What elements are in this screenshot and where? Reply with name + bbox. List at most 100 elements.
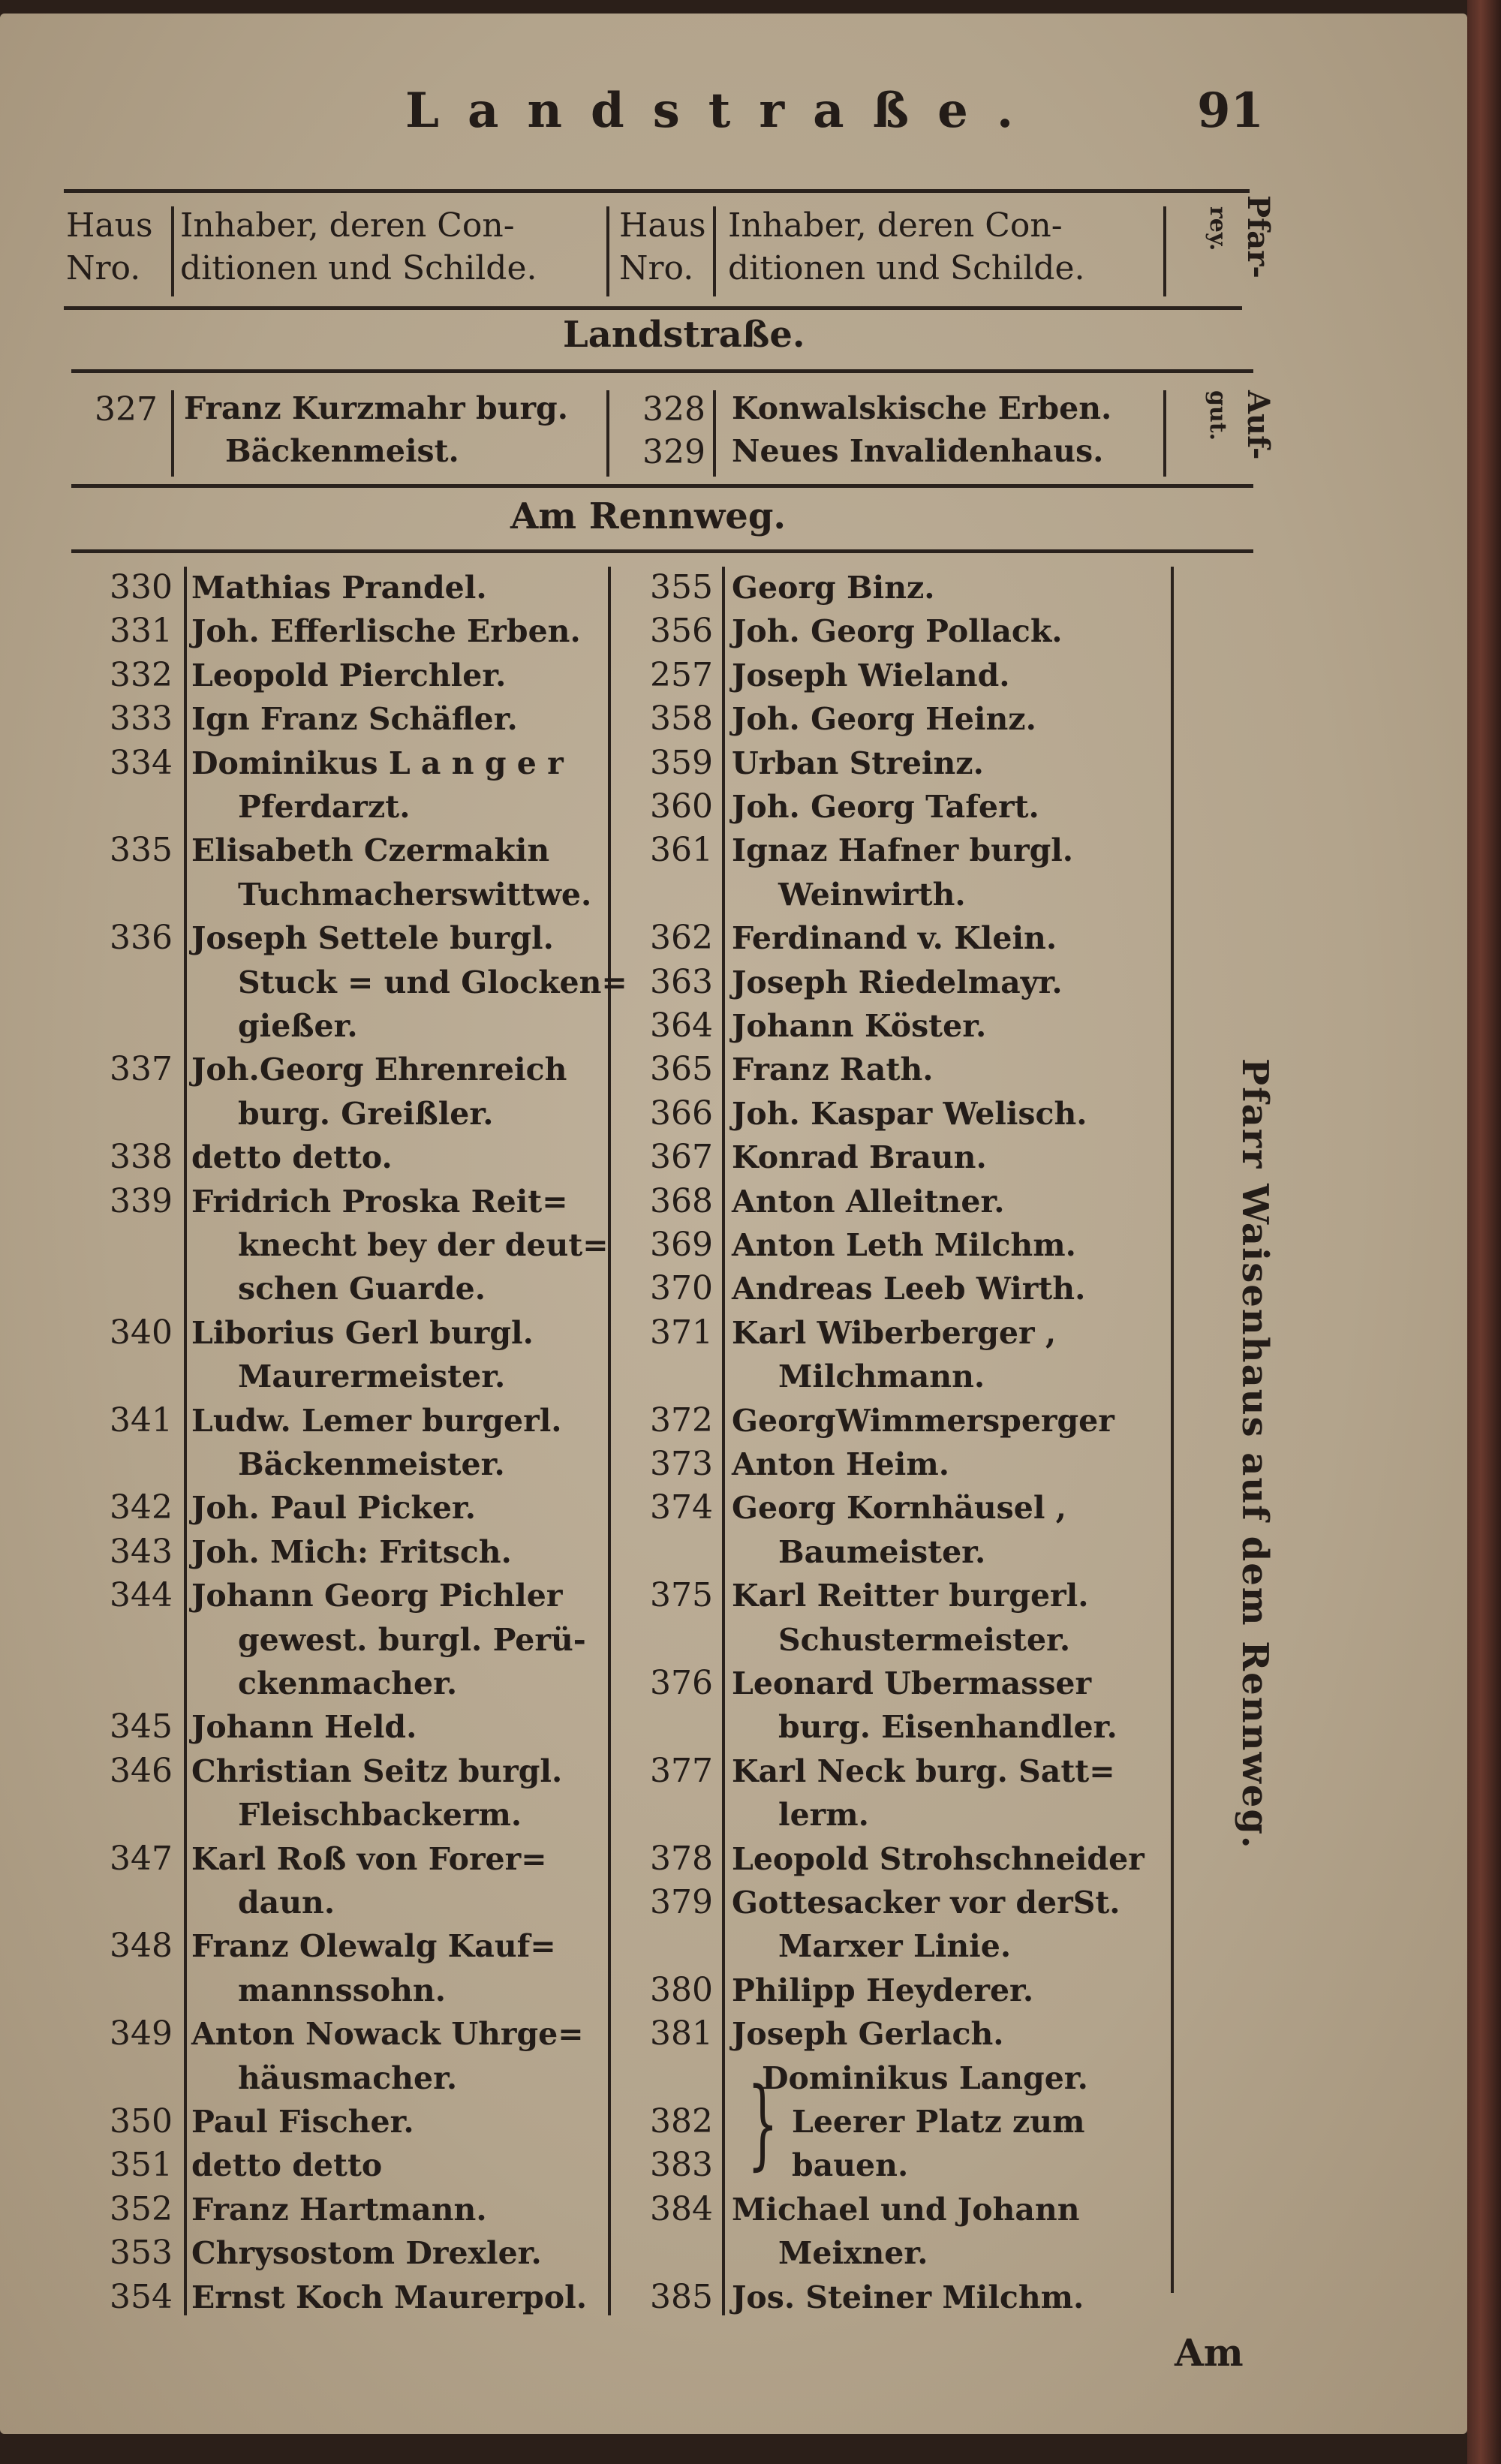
left-house-number: 336 bbox=[110, 919, 173, 958]
column-divider bbox=[722, 567, 725, 2315]
right-owner-entry: Urban Streinz. bbox=[732, 745, 984, 781]
column-divider bbox=[713, 206, 716, 296]
right-house-number: 363 bbox=[650, 962, 713, 1001]
right-house-number: 361 bbox=[650, 831, 713, 870]
left-owner-entry: Maurermeister. bbox=[238, 1358, 506, 1395]
header-parish-b: rey. bbox=[1205, 206, 1231, 251]
left-owner-entry: gießer. bbox=[238, 1008, 358, 1044]
right-house-number: 371 bbox=[650, 1313, 713, 1352]
left-owner-entry: Bäckenmeister. bbox=[238, 1446, 505, 1482]
right-house-number: 358 bbox=[650, 699, 713, 739]
left-owner-entry: Ign Franz Schäfler. bbox=[191, 701, 518, 738]
column-divider bbox=[184, 567, 187, 2315]
left-house-number: 343 bbox=[110, 1532, 173, 1571]
left-owner-entry: Mathias Prandel. bbox=[191, 570, 487, 606]
left-house-number: 338 bbox=[110, 1138, 173, 1177]
left-owner-entry: Pferdarzt. bbox=[238, 789, 411, 825]
rule bbox=[64, 189, 1250, 193]
left-house-number: 350 bbox=[110, 2102, 173, 2141]
left-owner-entry: Joseph Settele burgl. bbox=[191, 920, 554, 957]
left-house-number: 339 bbox=[110, 1181, 173, 1220]
left-house-number: 348 bbox=[110, 1927, 173, 1966]
column-divider bbox=[1171, 567, 1174, 2293]
left-owner-entry: gewest. burgl. Perü- bbox=[238, 1621, 586, 1658]
left-owner-entry: Karl Roß von Forer= bbox=[191, 1840, 547, 1877]
right-house-number: 381 bbox=[650, 2014, 713, 2053]
rule bbox=[64, 306, 1242, 310]
right-owner-entry: Schustermeister. bbox=[778, 1621, 1071, 1658]
left-house-number: 330 bbox=[110, 568, 173, 606]
right-owner-entry: Leopold Strohschneider bbox=[732, 1840, 1145, 1877]
page-number: 91 bbox=[1197, 83, 1265, 139]
left-house-number: 345 bbox=[110, 1707, 173, 1746]
section-heading-rennweg: Am Rennweg. bbox=[510, 495, 787, 537]
rule bbox=[71, 549, 1253, 553]
left-owner-entry: Dominikus L a n g e r bbox=[191, 745, 564, 781]
house-number: 329 bbox=[642, 433, 705, 471]
right-house-number: 376 bbox=[650, 1664, 713, 1702]
parish-vertical-label: Pfarr Waisenhaus auf dem Rennweg. bbox=[1234, 1058, 1276, 1850]
left-house-number: 331 bbox=[110, 612, 173, 651]
right-owner-entry: bauen. bbox=[792, 2147, 909, 2184]
left-owner-entry: knecht bey der deut= bbox=[238, 1227, 609, 1263]
right-house-number: 380 bbox=[650, 1970, 713, 2009]
right-house-number: 355 bbox=[650, 568, 713, 606]
left-house-number: 353 bbox=[110, 2234, 173, 2273]
column-divider bbox=[1163, 206, 1166, 296]
header-owner-2a: Inhaber, deren Con- bbox=[728, 206, 1063, 245]
right-house-number: 356 bbox=[650, 612, 713, 651]
left-house-number: 334 bbox=[110, 743, 173, 782]
right-house-number: 364 bbox=[650, 1006, 713, 1045]
house-number: 328 bbox=[642, 390, 705, 429]
left-house-number: 344 bbox=[110, 1576, 173, 1615]
right-house-number: 362 bbox=[650, 919, 713, 958]
left-owner-entry: Paul Fischer. bbox=[191, 2104, 414, 2140]
right-house-number: 373 bbox=[650, 1445, 713, 1483]
right-owner-entry: Karl Wiberberger , bbox=[732, 1314, 1057, 1351]
parish-a: Auf- bbox=[1241, 390, 1276, 460]
column-divider bbox=[606, 390, 609, 477]
left-owner-entry: Ludw. Lemer burgerl. bbox=[191, 1402, 562, 1439]
right-owner-entry: Karl Neck burg. Satt= bbox=[732, 1752, 1115, 1789]
right-owner-entry: Konrad Braun. bbox=[732, 1139, 987, 1176]
left-owner-entry: daun. bbox=[238, 1885, 335, 1921]
left-house-number: 347 bbox=[110, 1839, 173, 1878]
left-house-number: 341 bbox=[110, 1400, 173, 1440]
right-owner-entry: burg. Eisenhandler. bbox=[778, 1709, 1117, 1746]
left-owner-entry: Liborius Gerl burgl. bbox=[191, 1314, 534, 1351]
column-divider bbox=[171, 206, 174, 296]
rule bbox=[71, 369, 1253, 373]
right-owner-entry: Georg Binz. bbox=[732, 570, 935, 606]
book-page bbox=[0, 14, 1467, 2434]
right-house-number: 372 bbox=[650, 1400, 713, 1440]
right-owner-entry: Meixner. bbox=[778, 2235, 928, 2272]
left-house-number: 333 bbox=[110, 699, 173, 739]
running-title: Landstraße. bbox=[405, 83, 1042, 139]
left-owner-entry: Joh. Mich: Fritsch. bbox=[191, 1533, 512, 1570]
right-house-number: 377 bbox=[650, 1751, 713, 1790]
left-house-number: 337 bbox=[110, 1050, 173, 1089]
right-owner-entry: Joseph Wieland. bbox=[732, 657, 1010, 693]
catchword: Am bbox=[1175, 2330, 1244, 2375]
parish-b: gut. bbox=[1205, 390, 1231, 441]
left-owner-entry: Ernst Koch Maurerpol. bbox=[191, 2279, 587, 2315]
left-owner-entry: schen Guarde. bbox=[238, 1271, 486, 1307]
right-owner-entry: Philipp Heyderer. bbox=[732, 1972, 1034, 2008]
left-house-number: 335 bbox=[110, 831, 173, 870]
right-owner-entry: Jos. Steiner Milchm. bbox=[732, 2279, 1084, 2315]
right-owner-entry: Georg Kornhäusel , bbox=[732, 1490, 1066, 1527]
right-house-number: 379 bbox=[650, 1883, 713, 1921]
left-house-number: 340 bbox=[110, 1313, 173, 1352]
header-house-1: Haus bbox=[66, 206, 153, 245]
right-house-number: 385 bbox=[650, 2277, 713, 2316]
left-owner-entry: Tuchmacherswittwe. bbox=[238, 876, 592, 913]
header-nro-1: Nro. bbox=[66, 249, 141, 287]
left-house-number: 332 bbox=[110, 655, 173, 694]
header-house-2: Haus bbox=[619, 206, 706, 245]
right-owner-entry: Joh. Kaspar Welisch. bbox=[732, 1095, 1087, 1132]
right-owner-entry: Johann Köster. bbox=[732, 1008, 987, 1044]
right-owner-entry: Joseph Gerlach. bbox=[732, 2016, 1004, 2053]
left-owner-entry: Christian Seitz burgl. bbox=[191, 1752, 563, 1789]
right-owner-entry: Weinwirth. bbox=[778, 876, 966, 913]
left-owner-entry: häusmacher. bbox=[238, 2059, 458, 2096]
